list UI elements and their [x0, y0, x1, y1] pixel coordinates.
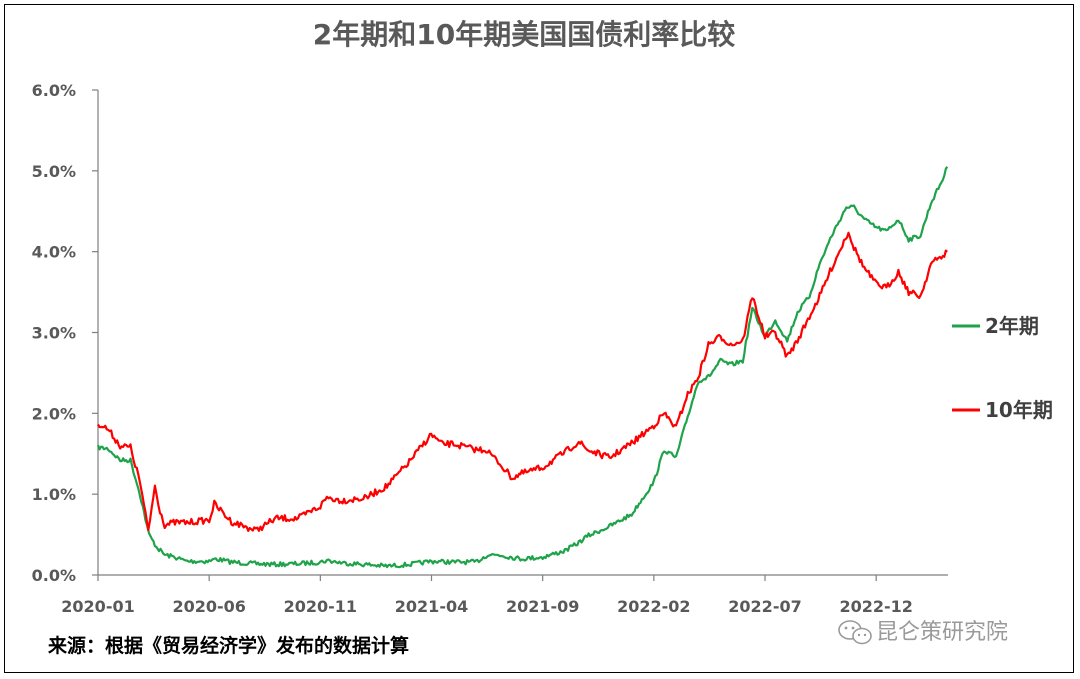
chart-title: 2年期和10年期美国国债利率比较: [313, 18, 735, 51]
x-tick-label: 2020-01: [61, 597, 134, 616]
y-tick-label: 0.0%: [32, 566, 76, 585]
watermark: 昆仑策研究院: [838, 620, 1008, 645]
x-axis: 2020-01 2020-06 2020-11 2021-04 2021-09 2022-…: [61, 574, 948, 616]
x-tick-label: 2020-06: [172, 597, 245, 616]
series-layer: [96, 166, 949, 569]
y-axis: 0.0% 1.0% 2.0% 3.0% 4.0% 5.0% 6.0%: [32, 81, 99, 585]
y-tick-label: 5.0%: [32, 162, 76, 181]
y-tick-label: 6.0%: [32, 81, 76, 100]
chart-frame: [4, 4, 1074, 673]
wechat-icon: [838, 620, 872, 645]
series-line-2yr: [96, 166, 949, 569]
watermark-text: 昆仑策研究院: [876, 620, 1008, 645]
x-tick-label: 2022-07: [728, 597, 801, 616]
legend: 2年期 10年期: [952, 314, 1053, 422]
legend-label-10yr: 10年期: [985, 398, 1053, 422]
legend-label-2yr: 2年期: [985, 314, 1039, 338]
x-tick-label: 2021-04: [395, 597, 468, 616]
x-tick-label: 2022-12: [839, 597, 912, 616]
y-tick-label: 3.0%: [32, 324, 76, 343]
x-tick-label: 2020-11: [284, 597, 357, 616]
x-tick-label: 2022-02: [617, 597, 690, 616]
y-tick-label: 4.0%: [32, 243, 76, 262]
series-line-10yr: [97, 231, 948, 532]
source-note: 来源：根据《贸易经济学》发布的数据计算: [48, 634, 409, 657]
x-tick-label: 2021-09: [506, 597, 579, 616]
y-tick-label: 1.0%: [32, 485, 76, 504]
y-tick-label: 2.0%: [32, 404, 76, 423]
